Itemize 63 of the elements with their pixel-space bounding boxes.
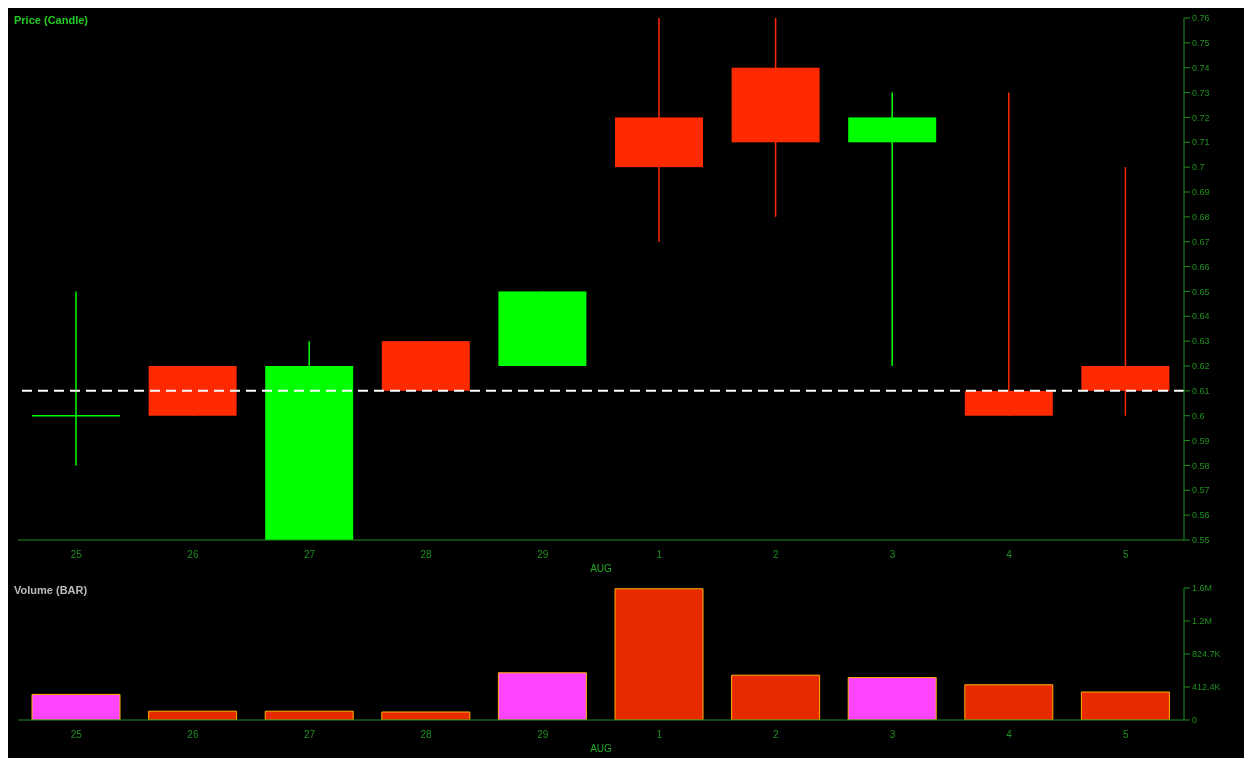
y-tick-label: 0.75 (1192, 38, 1210, 49)
y-tick-label: 0.63 (1192, 336, 1210, 347)
text: AUG (589, 743, 613, 754)
y-tick-label: 0.58 (1192, 460, 1210, 471)
bar (731, 674, 821, 720)
x-tick-label: 1 (656, 549, 663, 560)
y-tick-label: 412.4K (1192, 682, 1221, 693)
y-tick-label: 0.56 (1192, 510, 1210, 521)
y-tick-label: 0.65 (1192, 286, 1210, 297)
y-tick-label: 0.76 (1192, 13, 1210, 24)
y-tick-label: 0.68 (1192, 212, 1210, 223)
y-tick-label: 0.72 (1192, 112, 1210, 123)
y-tick-label: 0.62 (1192, 361, 1210, 372)
x-tick-label: 27 (303, 729, 316, 740)
x-tick-label: 3 (889, 729, 896, 740)
x-tick-label: 28 (420, 549, 433, 560)
x-tick-label: 2 (773, 549, 780, 560)
x-tick-label: 5 (1122, 549, 1129, 560)
y-tick-label: 0.57 (1192, 485, 1210, 496)
y-tick-label: 0.73 (1192, 87, 1210, 98)
x-tick-label: 3 (889, 549, 896, 560)
y-tick-label: 0.7 (1192, 162, 1205, 173)
y-tick-label: 0.67 (1192, 236, 1210, 247)
candlestick (1081, 166, 1170, 417)
bar (1080, 691, 1170, 720)
y-tick-label: 1.6M (1192, 583, 1213, 594)
x-tick-label: 25 (70, 549, 83, 560)
y-tick-label: 0.69 (1192, 187, 1210, 198)
bar (614, 588, 704, 720)
x-tick-label: 4 (1006, 549, 1013, 560)
x-tick-label: 28 (420, 729, 433, 740)
y-tick-label: 0.59 (1192, 435, 1210, 446)
y-tick-label: 0.61 (1192, 386, 1210, 397)
bar (497, 672, 587, 720)
text: AUG (589, 563, 613, 574)
bar (964, 684, 1054, 720)
y-tick-label: 824.7K (1192, 649, 1221, 660)
x-tick-label: 25 (70, 729, 83, 740)
x-tick-label: 1 (656, 729, 663, 740)
x-tick-label: 26 (187, 549, 199, 560)
y-tick-label: 0 (1192, 715, 1198, 726)
bar (381, 711, 471, 720)
x-tick-label: 29 (537, 729, 549, 740)
bar (847, 677, 937, 720)
y-tick-label: 0.71 (1192, 137, 1210, 148)
candlestick (31, 290, 121, 467)
x-tick-label: 26 (187, 729, 199, 740)
chart-title: Volume (BAR) (14, 584, 88, 596)
x-tick-label: 27 (303, 549, 316, 560)
y-tick-label: 0.6 (1192, 410, 1205, 421)
bar (31, 693, 121, 720)
y-tick-label: 0.66 (1192, 261, 1210, 272)
x-tick-label: 29 (537, 549, 549, 560)
x-tick-label: 4 (1006, 729, 1013, 740)
candlestick (848, 91, 937, 367)
y-tick-label: 0.74 (1192, 62, 1210, 73)
candlestick (964, 91, 1053, 417)
chart-title: Price (Candle) (14, 14, 88, 26)
y-tick-label: 0.64 (1192, 311, 1210, 322)
x-tick-label: 5 (1122, 729, 1129, 740)
y-tick-label: 0.55 (1192, 535, 1210, 546)
x-tick-label: 2 (773, 729, 780, 740)
y-tick-label: 1.2M (1192, 616, 1213, 627)
